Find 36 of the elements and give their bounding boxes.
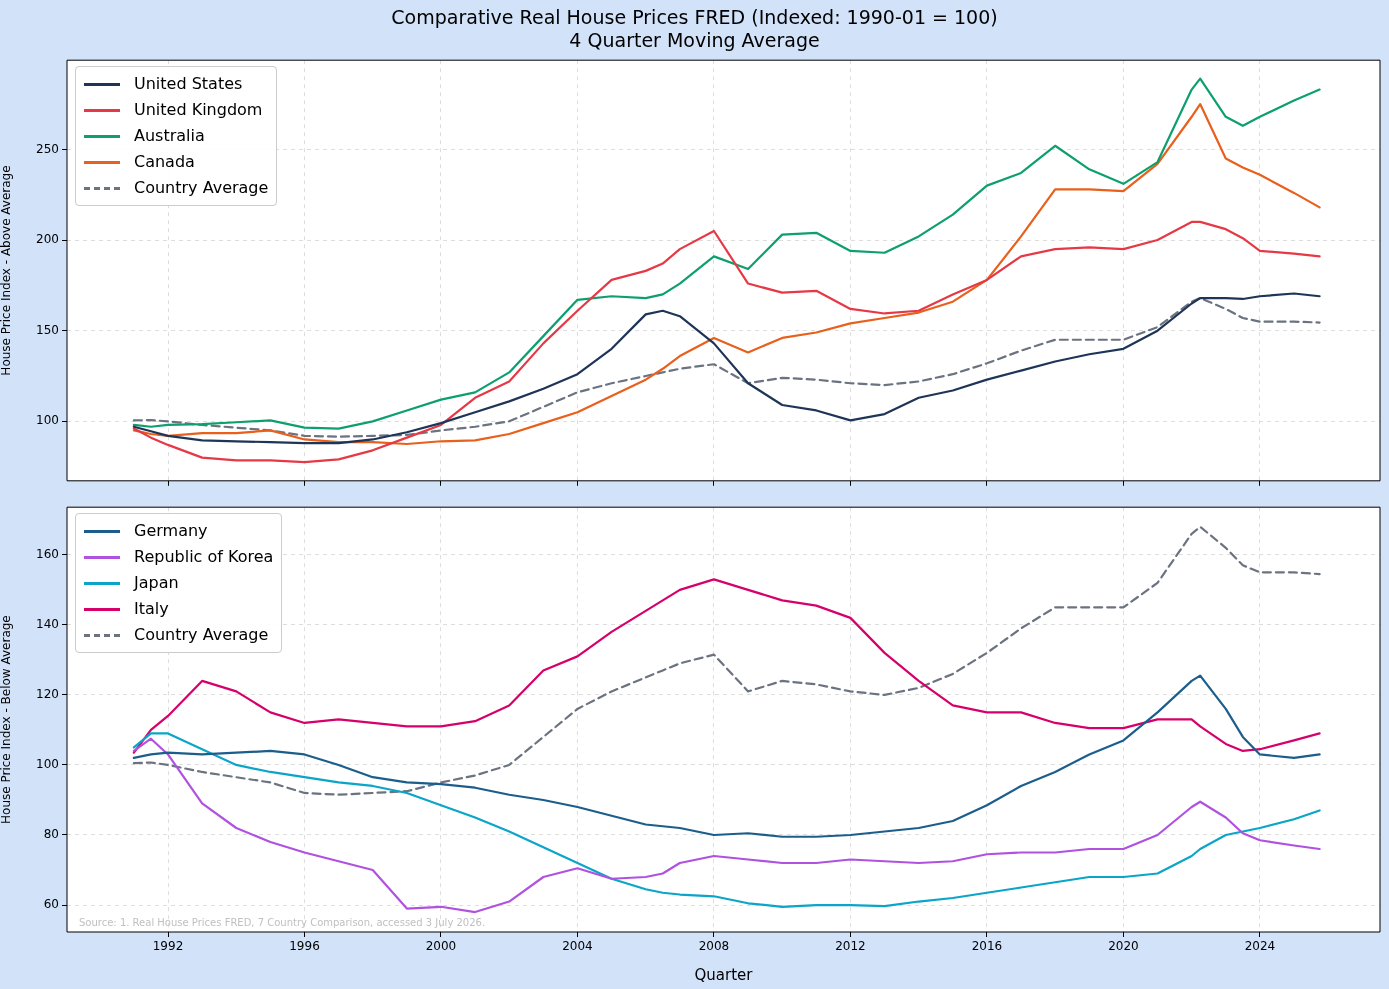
legend-label: United Kingdom	[134, 100, 263, 119]
y-axis-title: House Price Index - Below Average	[0, 615, 14, 824]
x-tick-label: 2024	[1244, 939, 1276, 954]
x-tick-label: 2016	[971, 939, 1003, 954]
chart-title: Comparative Real House Prices FRED (Indexed: 1990-01 = 100)	[390, 6, 999, 29]
legend-label: Canada	[134, 152, 195, 171]
legend-label: Republic of Korea	[134, 547, 274, 566]
x-tick-label: 1996	[289, 939, 320, 954]
legend-label: Japan	[134, 573, 179, 592]
legend-label: Country Average	[134, 178, 269, 197]
legend-label: Germany	[134, 521, 208, 540]
y-tick-label: 100	[36, 757, 59, 772]
y-tick-label: 60	[43, 897, 59, 912]
y-tick-label: 250	[36, 141, 59, 156]
chart-subtitle: 4 Quarter Moving Average	[568, 29, 821, 52]
x-tick-label: 2000	[425, 939, 457, 954]
y-tick-label: 200	[36, 232, 59, 247]
y-tick-label: 160	[36, 546, 59, 561]
legend-label: United States	[134, 74, 243, 93]
y-tick-label: 80	[43, 827, 59, 842]
annotation: Source: 1. Real House Prices FRED, 7 Country Comparison, accessed 3 July 2026.	[79, 916, 486, 928]
legend-label: Australia	[134, 126, 205, 145]
y-tick-label: 100	[36, 413, 59, 428]
x-tick-label: 1992	[152, 939, 184, 954]
x-axis-title: Quarter	[694, 965, 754, 984]
y-axis-title: House Price Index - Above Average	[0, 165, 14, 376]
y-tick-label: 150	[36, 322, 59, 337]
line-series	[132, 525, 1321, 796]
x-tick-label: 2004	[562, 939, 593, 954]
x-tick-label: 2020	[1108, 939, 1139, 954]
y-tick-label: 120	[36, 687, 59, 702]
y-tick-label: 140	[36, 616, 59, 631]
x-tick-label: 2012	[835, 939, 866, 954]
x-tick-label: 2008	[698, 939, 730, 954]
legend-label: Italy	[134, 599, 169, 618]
legend-label: Country Average	[134, 625, 269, 644]
